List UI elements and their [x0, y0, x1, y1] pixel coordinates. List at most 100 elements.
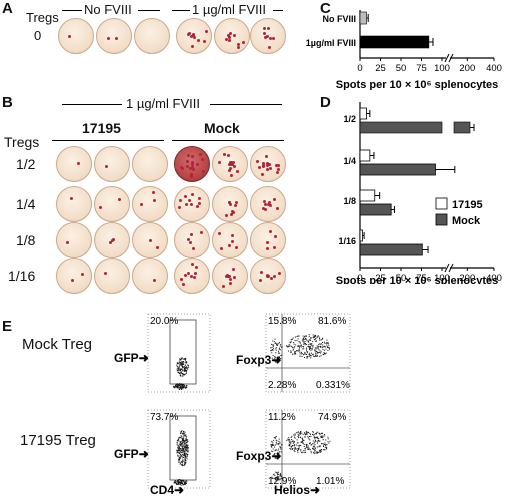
well-spot: [180, 278, 184, 282]
panel-b-well-mock-r3c3: [250, 222, 286, 258]
well-spot: [118, 198, 122, 202]
well-spot: [190, 203, 194, 207]
x-tick-label: 50: [396, 273, 407, 284]
well-spot: [180, 166, 184, 170]
well-spot: [189, 35, 193, 39]
gfp-negative-events: [173, 479, 188, 486]
legend-label-mock: Mock: [452, 215, 481, 227]
well-spot: [77, 161, 81, 165]
well-spot: [185, 202, 189, 206]
panel-c-chart: No FVIII 1µg/ml FVIII 0 25 50 75 100 200 400 Spot…: [306, 10, 502, 90]
panel-b-well-17195-r1c1: [56, 146, 92, 182]
well-spot: [189, 175, 193, 179]
panel-a-line-yes: [172, 10, 190, 11]
x-tick-label: 400: [486, 273, 502, 284]
quadrant-ul: 15.8%: [268, 316, 296, 327]
foxp3-axis-label: Foxp3➜: [236, 449, 281, 463]
well-spot: [197, 196, 201, 200]
well-spot: [228, 38, 232, 42]
well-spot: [190, 161, 194, 165]
panel-b-well-17195-r4c2: [94, 258, 130, 294]
panel-b-header-line-left: [62, 104, 122, 105]
well-spot: [190, 232, 194, 236]
well-spot: [189, 241, 193, 245]
well-spot: [255, 160, 259, 164]
well-spot: [192, 275, 196, 279]
well-spot: [268, 166, 272, 170]
well-spot: [229, 161, 233, 165]
well-spot: [233, 204, 237, 208]
well-spot: [262, 199, 266, 203]
double-negative-events: [271, 471, 283, 481]
panel-a-well-2: [96, 18, 132, 54]
well-spot: [70, 278, 74, 282]
bar-mock-continued: [453, 121, 471, 134]
well-spot: [231, 160, 235, 164]
well-spot: [80, 273, 84, 277]
panel-b-well-mock-r3c1: [174, 222, 210, 258]
well-spot: [191, 262, 195, 266]
panel-b-well-17195-r1c2: [94, 146, 130, 182]
gfp-axis-label: GFP➜: [114, 447, 149, 461]
well-spot: [219, 247, 223, 251]
quadrant-ul: 11.2%: [268, 412, 296, 423]
panel-b-row-2: 1/4: [16, 196, 36, 212]
well-spot: [230, 163, 234, 167]
gfp-gate-percent: 73.7%: [150, 412, 178, 423]
panel-d-chart: 1/2 1/4 1/8 1/16 17195 Mock 0 25 50 75 100 200 400Sp…: [336, 102, 502, 284]
panel-a-line-no2: [138, 10, 160, 11]
panel-a-tregs-value: 0: [34, 28, 42, 43]
well-spot: [267, 46, 271, 50]
helios-negative-events: [270, 436, 283, 459]
gfp-positive-events: [176, 357, 189, 377]
bar: [359, 11, 367, 25]
bar-17195: [359, 189, 376, 202]
well-spot: [272, 198, 276, 202]
panel-b-well-mock-r2c1: [174, 186, 210, 222]
well-spot: [263, 35, 267, 39]
panel-b-well-17195-r2c3: [132, 186, 168, 222]
well-spot: [183, 194, 187, 198]
x-axis-label: Spots per 10 × 10⁶ splenocytes: [336, 275, 499, 284]
foxp3-positive-events: [286, 334, 330, 359]
well-spot: [191, 192, 195, 196]
cd4-axis-label: CD4➜: [150, 483, 184, 497]
well-spot: [115, 37, 119, 41]
well-spot: [98, 206, 102, 210]
well-spot: [200, 230, 204, 234]
panel-a-letter: A: [2, 0, 13, 17]
gfp-cd4-plot: [147, 313, 211, 393]
well-spot: [198, 201, 202, 205]
well-spot: [229, 163, 232, 166]
well-spot: [275, 206, 279, 210]
axis-break-mark: [448, 263, 454, 273]
well-spot: [236, 170, 240, 174]
panel-a-tregs-label: Tregs: [26, 10, 59, 25]
well-spot: [192, 167, 196, 171]
well-spot: [241, 40, 245, 44]
well-spot: [237, 46, 241, 50]
well-spot: [263, 27, 267, 31]
well-spot: [266, 167, 270, 171]
panel-a-well-1: [58, 18, 94, 54]
well-spot: [195, 204, 199, 208]
well-spot: [178, 205, 182, 209]
bar: [359, 35, 430, 49]
panel-a-col-fviii: 1 µg/ml FVIII: [192, 2, 266, 17]
well-spot: [273, 245, 277, 249]
well-spot: [192, 33, 196, 37]
panel-b-group2-underline: [172, 140, 284, 141]
well-spot: [266, 240, 270, 244]
well-spot: [229, 278, 233, 282]
well-spot: [232, 210, 236, 214]
well-spot: [189, 275, 193, 279]
well-spot: [227, 275, 231, 279]
panel-a-well-5: [214, 18, 250, 54]
well-spot: [178, 199, 182, 203]
well-spot: [195, 266, 199, 270]
well-spot: [190, 44, 194, 48]
category-label: 1µg/ml FVIII: [306, 38, 356, 48]
quadrant-lr: 1.01%: [316, 476, 344, 487]
well-spot: [229, 281, 233, 285]
panel-b-row-1: 1/2: [16, 156, 36, 172]
